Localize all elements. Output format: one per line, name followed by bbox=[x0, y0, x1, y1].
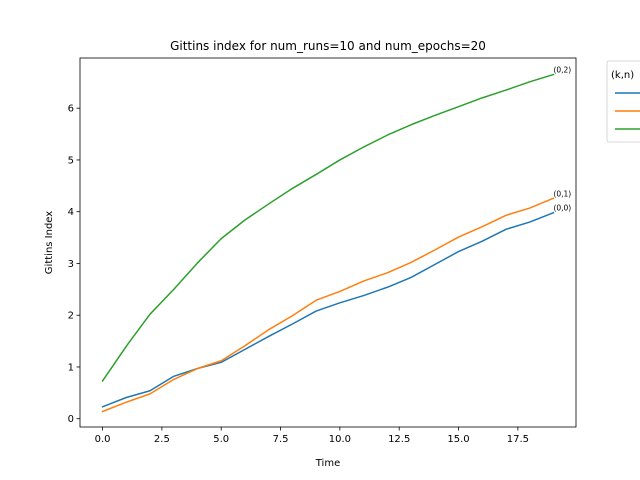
x-tick-label: 17.5 bbox=[507, 434, 529, 445]
x-tick-label: 12.5 bbox=[388, 434, 410, 445]
series-line-orange bbox=[101, 197, 555, 413]
y-tick-label: 0 bbox=[68, 414, 74, 425]
y-tick-label: 2 bbox=[68, 311, 74, 322]
x-tick-label: 15.0 bbox=[447, 434, 469, 445]
series-line-green bbox=[101, 73, 555, 382]
plot-frame bbox=[79, 57, 577, 428]
series-line-blue bbox=[101, 211, 555, 408]
legend-box bbox=[606, 60, 640, 143]
chart-title: Gittins index for num_runs=10 and num_ep… bbox=[170, 39, 486, 53]
series-annotations: (0,0) (0,1) (0,2) bbox=[553, 66, 571, 213]
y-tick-label: 6 bbox=[68, 104, 74, 115]
x-tick-label: 7.5 bbox=[273, 434, 289, 445]
x-axis: 0.0 2.5 5.0 7.5 10.0 12.5 15.0 17.5 bbox=[95, 427, 529, 445]
y-axis: 0 1 2 3 4 5 6 bbox=[68, 104, 80, 425]
series-layer bbox=[101, 73, 555, 413]
y-axis-label: Gittins Index bbox=[44, 211, 55, 274]
x-tick-label: 0.0 bbox=[95, 434, 111, 445]
series-annotation-green: (0,2) bbox=[553, 66, 571, 75]
series-annotation-orange: (0,1) bbox=[553, 189, 571, 198]
x-axis-label: Time bbox=[315, 458, 340, 469]
legend-items bbox=[615, 92, 640, 130]
y-tick-label: 5 bbox=[68, 155, 74, 166]
y-tick-label: 1 bbox=[68, 362, 74, 373]
y-tick-label: 3 bbox=[68, 259, 74, 270]
y-tick-label: 4 bbox=[68, 207, 74, 218]
legend: (k,n) bbox=[606, 60, 640, 143]
x-tick-label: 5.0 bbox=[213, 434, 229, 445]
legend-title: (k,n) bbox=[611, 70, 634, 81]
x-tick-label: 2.5 bbox=[154, 434, 170, 445]
x-tick-label: 10.0 bbox=[329, 434, 351, 445]
series-annotation-blue: (0,0) bbox=[553, 204, 571, 213]
